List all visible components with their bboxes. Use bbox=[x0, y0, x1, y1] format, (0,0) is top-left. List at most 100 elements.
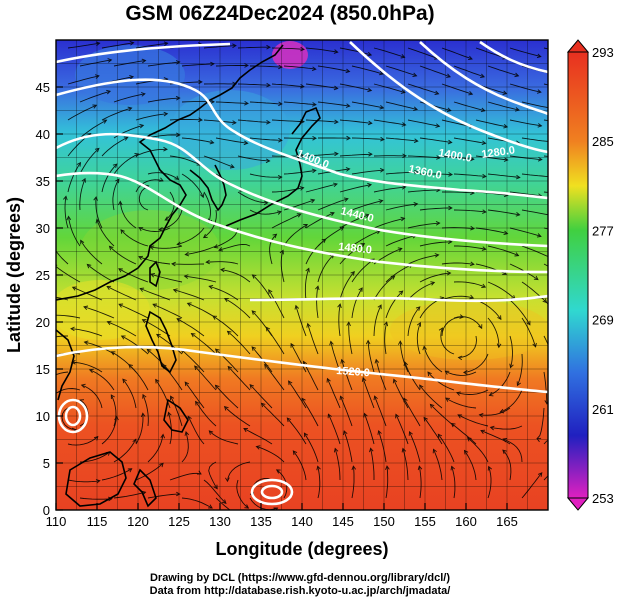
streamline-arrow bbox=[220, 267, 225, 273]
streamline-arrow bbox=[264, 363, 269, 369]
streamline-arrow bbox=[367, 182, 373, 188]
streamline bbox=[176, 318, 205, 337]
streamline-arrow bbox=[208, 504, 213, 509]
streamline-arrow bbox=[346, 321, 351, 327]
streamline-arrow bbox=[365, 339, 371, 345]
streamline-arrow bbox=[360, 243, 366, 248]
streamline-arrow bbox=[385, 465, 390, 470]
streamline-arrow bbox=[70, 326, 75, 332]
streamline bbox=[385, 137, 418, 142]
streamline-arrow bbox=[118, 268, 123, 273]
streamline-arrow bbox=[312, 136, 317, 141]
streamline bbox=[373, 217, 405, 229]
streamline bbox=[140, 288, 171, 301]
streamline bbox=[509, 155, 542, 161]
streamline bbox=[187, 302, 217, 319]
streamline bbox=[67, 436, 99, 446]
streamline-arrow bbox=[48, 239, 52, 243]
streamline bbox=[340, 396, 353, 427]
streamline bbox=[113, 491, 146, 499]
streamline-arrow bbox=[198, 117, 203, 123]
streamline bbox=[419, 65, 451, 78]
streamline-arrow bbox=[499, 408, 505, 414]
streamline bbox=[138, 185, 149, 211]
x-tick-label: 160 bbox=[455, 514, 477, 529]
streamline-arrow bbox=[438, 327, 443, 333]
streamline bbox=[467, 437, 489, 463]
coast-luzon bbox=[145, 310, 177, 374]
streamline bbox=[339, 214, 370, 229]
streamline bbox=[445, 370, 477, 376]
streamline-arrow bbox=[266, 44, 271, 50]
streamline-arrow bbox=[367, 120, 373, 126]
streamline-arrow bbox=[175, 60, 181, 65]
streamline-arrow bbox=[333, 85, 339, 91]
streamline bbox=[487, 466, 492, 499]
streamline bbox=[399, 341, 409, 373]
streamline-arrow bbox=[434, 253, 440, 258]
streamline bbox=[453, 101, 485, 112]
streamline-arrow bbox=[127, 468, 133, 473]
streamline-arrow bbox=[106, 89, 111, 95]
streamline bbox=[339, 119, 372, 124]
streamline bbox=[419, 207, 452, 211]
streamline bbox=[170, 396, 183, 427]
y-tick-label: 5 bbox=[43, 456, 50, 471]
streamline bbox=[374, 395, 387, 427]
streamline-arrow bbox=[95, 479, 101, 484]
streamline bbox=[249, 384, 273, 409]
streamline bbox=[339, 243, 365, 265]
streamline-arrow bbox=[312, 102, 317, 107]
streamline-arrow bbox=[351, 465, 357, 471]
contour-low bbox=[260, 484, 284, 500]
streamline bbox=[203, 191, 211, 223]
streamline-arrow bbox=[196, 470, 202, 475]
streamline bbox=[339, 83, 372, 92]
streamline-arrow bbox=[93, 196, 98, 201]
streamline-arrow bbox=[120, 229, 125, 234]
streamline bbox=[79, 119, 107, 139]
streamline-arrow bbox=[509, 363, 514, 369]
streamline-arrow bbox=[378, 199, 384, 204]
streamline-arrow bbox=[251, 274, 257, 279]
streamline bbox=[152, 303, 183, 319]
streamline-arrow bbox=[123, 136, 129, 141]
streamline bbox=[271, 187, 304, 193]
streamline bbox=[150, 245, 183, 249]
streamline-arrow bbox=[339, 395, 344, 401]
streamline-arrow bbox=[515, 174, 521, 180]
streamline bbox=[181, 173, 204, 198]
streamline-arrow bbox=[229, 164, 235, 169]
streamline-arrow bbox=[367, 51, 373, 57]
streamline-arrow bbox=[142, 393, 147, 399]
streamline-arrow bbox=[401, 447, 407, 453]
streamline bbox=[437, 433, 455, 463]
streamline bbox=[107, 321, 137, 337]
streamline-arrow bbox=[171, 261, 176, 267]
streamline-arrow bbox=[550, 140, 554, 144]
credits: Drawing by DCL (https://www.gfd-dennou.o… bbox=[0, 572, 600, 598]
streamline bbox=[456, 389, 489, 395]
streamline-arrow bbox=[76, 161, 82, 167]
streamline-arrow bbox=[397, 247, 403, 252]
streamline bbox=[343, 430, 353, 463]
streamline-arrow bbox=[132, 438, 137, 444]
streamline bbox=[147, 434, 164, 463]
streamline bbox=[351, 65, 384, 75]
streamline bbox=[521, 173, 548, 178]
streamline bbox=[521, 245, 548, 258]
streamline bbox=[503, 438, 523, 463]
streamline-arrow bbox=[367, 87, 373, 93]
streamline bbox=[307, 323, 319, 355]
streamline bbox=[454, 245, 486, 250]
streamline-arrow bbox=[108, 496, 113, 502]
streamline bbox=[56, 388, 81, 394]
streamline bbox=[407, 189, 440, 193]
streamline bbox=[341, 359, 353, 391]
streamline bbox=[101, 107, 132, 121]
streamline bbox=[463, 353, 489, 373]
streamline-arrow bbox=[272, 233, 278, 239]
streamline bbox=[487, 101, 520, 111]
streamline bbox=[283, 65, 316, 70]
streamline-arrow bbox=[526, 320, 531, 326]
